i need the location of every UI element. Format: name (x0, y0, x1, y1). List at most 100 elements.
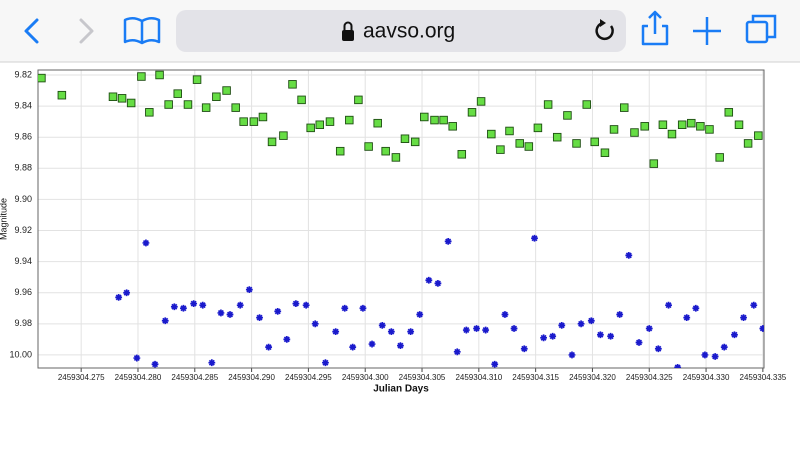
data-point (462, 326, 470, 334)
data-point (397, 342, 404, 350)
data-point (170, 303, 178, 311)
data-point (677, 120, 687, 129)
data-point (448, 122, 457, 131)
chart: 9.82 9.84 9.86 9.88 9.90 9.92 9.94 9.96 9.98 10.0… (0, 69, 787, 394)
data-point (302, 301, 310, 309)
y-tick-label: 9.92 (14, 225, 32, 235)
forward-button[interactable] (79, 18, 94, 44)
data-point (325, 117, 335, 126)
y-tick-label: 9.82 (14, 69, 32, 79)
data-point (563, 111, 572, 120)
bookmarks-button[interactable] (123, 17, 161, 45)
data-point (549, 332, 557, 340)
data-point (239, 117, 248, 126)
data-point (543, 100, 553, 109)
data-point (258, 112, 268, 122)
data-point (740, 314, 747, 322)
data-point (400, 134, 410, 143)
data-point (596, 331, 604, 339)
back-button[interactable] (24, 18, 39, 44)
data-point (531, 234, 538, 242)
x-tick-label: 2459304.325 (626, 373, 673, 382)
data-point (283, 335, 291, 343)
data-point (457, 150, 467, 159)
data-point (645, 325, 653, 332)
data-point (473, 325, 480, 332)
x-tick-label: 2459304.330 (683, 373, 730, 382)
data-point (425, 276, 433, 284)
tabs-button[interactable] (745, 20, 769, 44)
data-point (180, 304, 187, 312)
data-point (715, 153, 724, 162)
data-point (491, 360, 499, 368)
reload-arrow (600, 19, 606, 27)
data-point (524, 142, 534, 151)
data-point (683, 314, 691, 322)
data-point (288, 80, 297, 89)
data-point (190, 300, 198, 308)
data-point (231, 103, 240, 112)
new-tab-button[interactable] (693, 17, 721, 45)
data-point (568, 351, 576, 359)
data-point (582, 100, 592, 109)
y-tick-label: 9.90 (14, 194, 32, 204)
data-point (256, 314, 263, 322)
data-point (292, 300, 300, 308)
data-point (705, 125, 714, 134)
data-point (711, 353, 719, 360)
x-axis-label: Julian Days (373, 384, 429, 395)
data-point (322, 359, 329, 367)
address-bar[interactable] (176, 10, 626, 52)
data-point (133, 354, 141, 362)
x-tick-label: 2459304.280 (115, 373, 162, 382)
data-point (212, 92, 221, 102)
data-point (743, 139, 753, 148)
data-point (540, 334, 547, 342)
x-tick-label: 2459304.335 (740, 373, 787, 382)
data-point (345, 115, 354, 125)
x-tick-label: 2459304.290 (228, 373, 275, 382)
data-point (701, 351, 709, 359)
data-point (572, 139, 581, 148)
data-point (410, 137, 420, 147)
data-point (692, 304, 700, 312)
data-point (587, 317, 595, 325)
lock-shackle (343, 21, 353, 30)
data-point (501, 311, 509, 318)
data-point (123, 289, 131, 297)
x-tick-label: 2459304.295 (285, 373, 332, 382)
url-text[interactable]: aavso.org (363, 20, 455, 43)
y-tick-label: 9.88 (14, 163, 32, 173)
data-point (635, 339, 643, 346)
data-point (687, 118, 696, 128)
x-tick-label: 2459304.315 (512, 373, 559, 382)
data-point (201, 103, 211, 112)
data-point (487, 129, 496, 139)
x-tick-label: 2459304.320 (569, 373, 616, 382)
data-point (453, 348, 461, 356)
data-point (155, 70, 164, 80)
data-point (420, 112, 429, 122)
data-point (665, 301, 672, 309)
data-point (754, 131, 763, 140)
data-point (387, 328, 395, 336)
reload-button[interactable] (595, 21, 614, 41)
data-point (145, 108, 154, 117)
data-point (649, 159, 659, 168)
data-point (416, 311, 424, 318)
data-point (151, 360, 159, 368)
data-point (674, 363, 682, 368)
data-point (297, 95, 306, 105)
share-button[interactable] (641, 10, 669, 46)
data-point (520, 345, 528, 353)
data-point (731, 331, 738, 339)
data-point (245, 286, 253, 294)
x-tick-label: 2459304.310 (455, 373, 502, 382)
data-point (364, 142, 373, 151)
data-point (482, 326, 490, 334)
x-tick-label: 2459304.285 (171, 373, 218, 382)
data-point (533, 123, 543, 133)
data-point (199, 301, 207, 309)
data-point (552, 132, 562, 142)
